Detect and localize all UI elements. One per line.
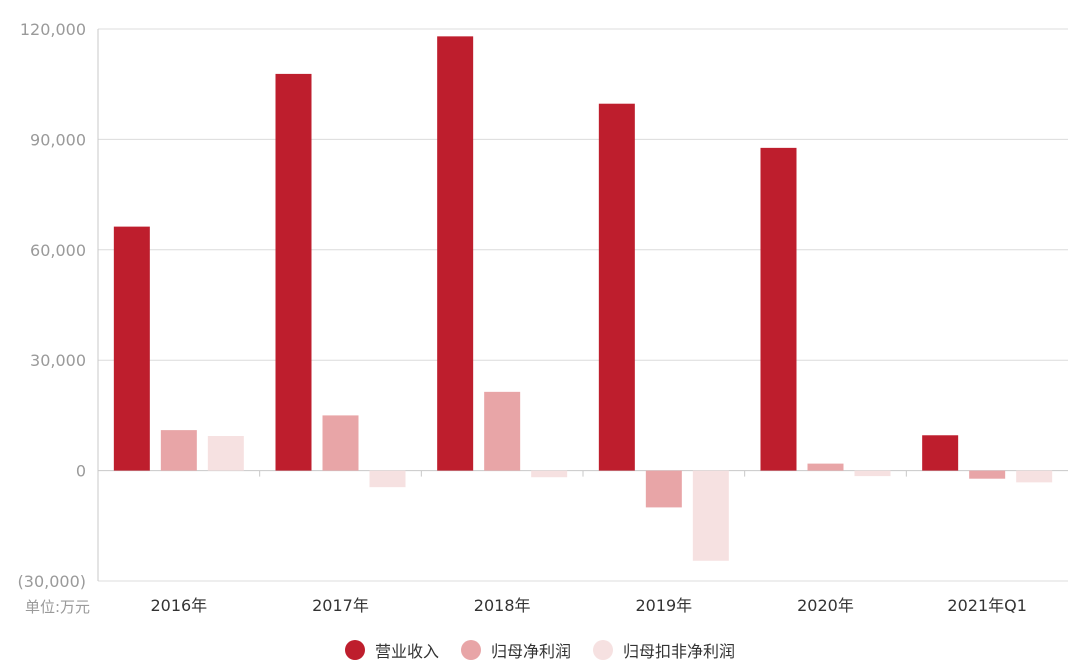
legend-label: 归母净利润 — [490, 642, 571, 661]
bar — [531, 470, 568, 478]
legend-item: 归母净利润 — [460, 638, 571, 662]
legend-swatch — [593, 640, 613, 660]
x-tick-label: 2020年 — [797, 596, 854, 615]
legend-label: 归母扣非净利润 — [623, 642, 736, 661]
bars — [113, 36, 1053, 561]
bar — [969, 470, 1006, 479]
bar — [484, 391, 521, 471]
legend-item: 归母扣非净利润 — [593, 638, 735, 662]
bar — [645, 470, 682, 508]
y-tick-label: 60,000 — [30, 241, 86, 260]
bar — [1016, 470, 1053, 483]
bar — [437, 36, 474, 471]
x-tick-label: 2021年Q1 — [947, 596, 1027, 615]
x-tick-label: 2018年 — [474, 596, 531, 615]
y-tick-label: 120,000 — [20, 20, 86, 39]
x-tick-label: 2017年 — [312, 596, 369, 615]
y-tick-label: 30,000 — [30, 351, 86, 370]
y-tick-label: (30,000) — [18, 572, 86, 591]
legend: 营业收入 归母净利润 归母扣非净利润 — [0, 636, 1080, 664]
bar — [807, 463, 844, 471]
bar — [207, 436, 244, 471]
bar — [369, 470, 406, 488]
bar — [160, 430, 197, 471]
y-axis: 120,000 90,000 60,000 30,000 0 (30,000) — [18, 20, 99, 591]
x-tick-label: 2019年 — [635, 596, 692, 615]
bar — [322, 415, 359, 471]
legend-swatch — [344, 640, 365, 660]
grid-lines — [98, 28, 1068, 582]
legend-swatch — [460, 640, 481, 660]
legend-label: 营业收入 — [374, 642, 439, 661]
bar — [854, 470, 891, 477]
bar — [692, 470, 729, 561]
bar — [275, 73, 312, 471]
bar — [760, 147, 797, 471]
y-tick-label: 90,000 — [30, 130, 86, 149]
x-axis: 2016年 2017年 2018年 2019年 2020年 2021年Q1 — [150, 470, 1027, 615]
bar — [113, 226, 150, 471]
bar — [598, 103, 635, 471]
x-tick-label: 2016年 — [150, 596, 207, 615]
legend-item: 营业收入 — [344, 638, 439, 662]
bar — [922, 435, 959, 471]
y-tick-label: 0 — [76, 462, 86, 481]
unit-label: 单位:万元 — [25, 598, 90, 616]
